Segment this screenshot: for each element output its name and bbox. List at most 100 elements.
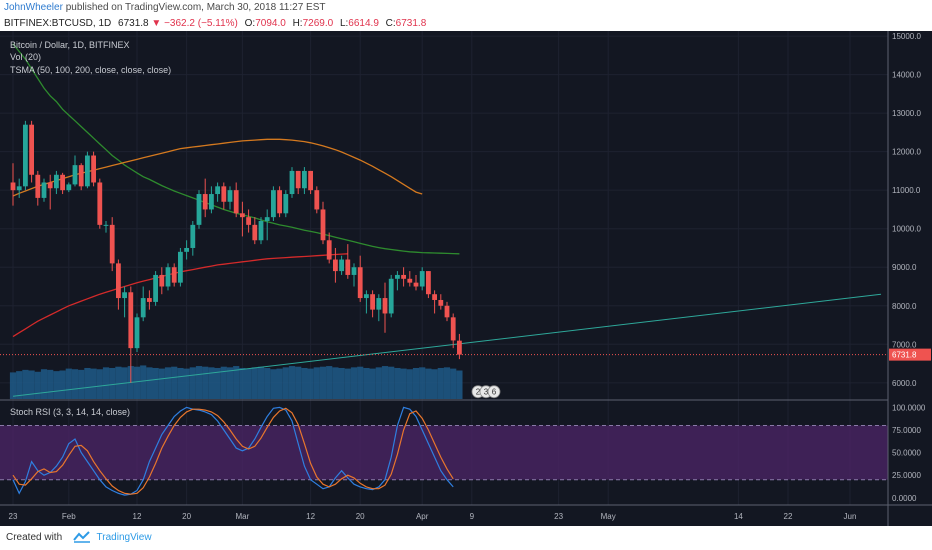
- candle: [308, 170, 313, 195]
- tradingview-logo-icon: [73, 531, 90, 544]
- volume-bar: [133, 366, 141, 399]
- candle-body: [370, 294, 375, 310]
- price-tick-label: 12000.0: [892, 148, 921, 157]
- candle: [153, 271, 158, 306]
- volume-bar: [363, 367, 370, 399]
- event-marker-label: 2: [476, 388, 481, 397]
- candle: [35, 170, 41, 206]
- candle: [289, 167, 295, 198]
- trendline: [12, 293, 882, 397]
- volume-bar: [195, 366, 203, 399]
- candle-body: [413, 282, 419, 287]
- volume-bar: [220, 366, 227, 399]
- volume-bar: [16, 371, 23, 399]
- candle-body: [271, 190, 276, 218]
- volume-bar: [425, 368, 432, 399]
- candle-body: [134, 317, 140, 349]
- volume-bar: [47, 369, 54, 399]
- volume-bar: [381, 366, 389, 399]
- chart-svg[interactable]: 2 3 615000.014000.013000.012000.011000.010…: [0, 31, 932, 526]
- candle-body: [178, 251, 183, 283]
- volume-bar: [313, 367, 320, 399]
- candle: [116, 259, 121, 310]
- chart-area[interactable]: 2 3 6 15000.0 14000.0 13000.0 12000.0 11000.0 10…: [0, 31, 932, 526]
- candle: [357, 255, 363, 302]
- candle-body: [351, 267, 357, 275]
- high-value: 7269.0: [302, 18, 334, 29]
- candle-body: [444, 305, 450, 318]
- candle: [227, 186, 233, 210]
- last-price-label: 6731.8: [892, 351, 917, 360]
- open-value: 7094.0: [255, 18, 286, 29]
- candle: [444, 301, 450, 322]
- last-price-badge: [889, 348, 931, 361]
- volume-bar: [22, 369, 29, 399]
- candle: [240, 201, 245, 237]
- candle: [345, 244, 351, 279]
- candle: [209, 186, 214, 214]
- candle-body: [240, 213, 245, 218]
- time-tick-label: May: [601, 512, 616, 521]
- event-marker-icon: [487, 385, 501, 399]
- price-tick-label: 11000.0: [892, 186, 921, 195]
- volume-bar: [71, 369, 79, 399]
- volume-bar: [40, 369, 48, 399]
- low-label: L:: [339, 18, 349, 29]
- volume-bar: [400, 368, 407, 399]
- candle-body: [357, 267, 363, 299]
- time-tick-label: 20: [182, 512, 191, 521]
- open-label: O:: [244, 18, 256, 29]
- candle-body: [432, 294, 437, 300]
- volume-bar: [59, 370, 66, 399]
- volume-bar: [276, 368, 283, 399]
- candle-body: [41, 182, 47, 198]
- candle: [109, 217, 115, 272]
- candle-body: [109, 224, 115, 264]
- candle: [29, 120, 34, 183]
- symbol-ticker[interactable]: BITFINEX:BTCUSD, 1D: [4, 18, 112, 29]
- candle: [190, 221, 196, 256]
- candle-body: [388, 278, 394, 314]
- candle: [252, 217, 258, 245]
- tradingview-brand[interactable]: TradingView: [96, 532, 152, 543]
- volume-bar: [319, 366, 327, 399]
- candle: [103, 221, 109, 233]
- candle-body: [190, 224, 196, 248]
- volume-bar: [251, 367, 258, 399]
- candle-body: [277, 190, 282, 214]
- candle: [184, 240, 189, 260]
- candle-body: [202, 194, 208, 210]
- candle: [395, 271, 400, 291]
- volume-bar: [239, 367, 246, 399]
- candle: [221, 182, 227, 210]
- candle: [326, 232, 332, 264]
- price-tick-label: 9000.0: [892, 263, 917, 272]
- volume-bar: [171, 366, 178, 399]
- publish-text: published on TradingView.com, March 30, …: [62, 2, 326, 13]
- candle: [41, 178, 47, 202]
- symbol-change: −362.2 (−5.11%): [164, 18, 238, 29]
- volume-bar: [282, 367, 289, 399]
- volume-bar: [431, 369, 438, 399]
- time-tick-label: 14: [734, 512, 743, 521]
- candle-body: [60, 174, 65, 191]
- volume-bar: [78, 369, 85, 399]
- stoch-tick-label: 25.0000: [892, 471, 921, 480]
- volume-bar: [412, 367, 420, 399]
- volume-bar: [109, 367, 116, 399]
- volume-bar: [388, 366, 395, 399]
- price-tick-label: 6000.0: [892, 379, 917, 388]
- candle-body: [153, 274, 158, 302]
- volume-bar: [443, 367, 451, 399]
- volume-bar: [326, 366, 333, 399]
- footer: Created with TradingView: [0, 526, 932, 550]
- low-value: 6614.9: [348, 18, 379, 29]
- candle: [10, 163, 16, 206]
- volume-bar: [84, 367, 91, 399]
- author-link[interactable]: JohnWheeler: [4, 2, 63, 13]
- candle-body: [128, 292, 134, 349]
- candle: [419, 267, 425, 291]
- change-arrow-icon: ▼: [151, 18, 162, 29]
- created-with-label: Created with: [6, 532, 63, 543]
- time-tick-label: 23: [9, 512, 18, 521]
